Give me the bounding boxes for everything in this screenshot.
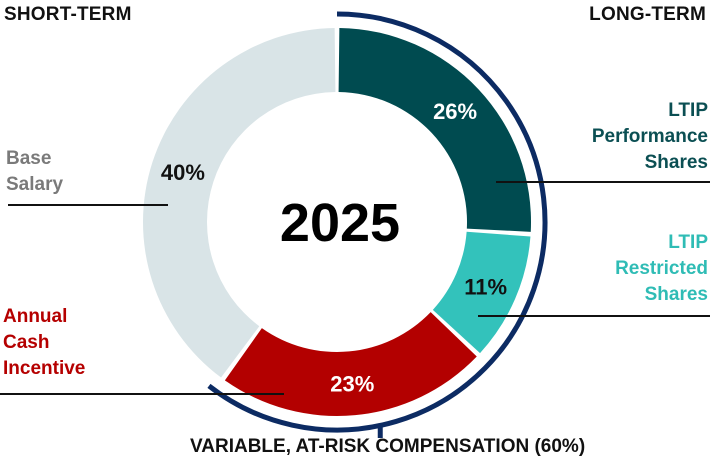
slice-percent-label: 40% (161, 160, 205, 185)
slice-percent-label: 26% (433, 99, 477, 124)
legend-label-line: LTIP (668, 100, 708, 121)
donut-slice-ltip-performance-shares (338, 28, 531, 232)
donut-slice-base-salary (142, 28, 336, 378)
slice-percent-label: 11% (464, 274, 507, 299)
legend-label-line: Shares (644, 152, 708, 173)
leader-line-base-salary (8, 204, 168, 206)
short-term-header: SHORT-TERM (4, 4, 132, 25)
leader-line-annual-cash (0, 393, 284, 395)
long-term-header: LONG-TERM (589, 4, 706, 25)
legend-label-ltip-performance: LTIP Performance Shares (592, 98, 708, 176)
leader-line-ltip-restricted (478, 315, 710, 317)
legend-label-line: Restricted (615, 258, 708, 279)
legend-label-ltip-restricted: LTIP Restricted Shares (615, 230, 708, 308)
legend-label-line: Incentive (3, 358, 86, 379)
legend-label-line: Performance (591, 126, 708, 147)
legend-label-annual-cash-incentive: Annual Cash Incentive (3, 304, 85, 382)
leader-line-ltip-performance (496, 181, 710, 183)
variable-compensation-caption: VARIABLE, AT-RISK COMPENSATION (60%) (190, 436, 586, 457)
donut-slice-ltip-restricted-shares (432, 231, 531, 354)
legend-label-base-salary: Base Salary (6, 146, 63, 198)
center-year-label: 2025 (279, 193, 401, 253)
legend-label-line: Salary (6, 174, 64, 195)
legend-label-line: Base (6, 148, 52, 169)
legend-label-line: Annual (3, 306, 68, 327)
variable-compensation-bracket (207, 11, 548, 433)
legend-label-line: Shares (644, 284, 708, 305)
legend-label-line: Cash (3, 332, 50, 353)
legend-label-line: LTIP (668, 232, 708, 253)
slice-percent-label: 23% (330, 371, 374, 396)
donut-slice-annual-cash-incentive (224, 312, 477, 416)
